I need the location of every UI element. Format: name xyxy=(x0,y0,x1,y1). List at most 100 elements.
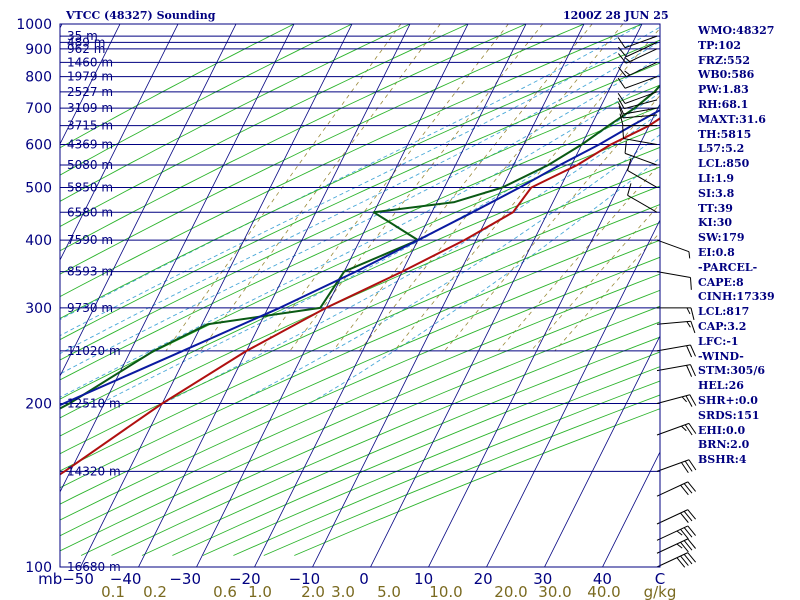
height-label: 5080 m xyxy=(67,158,113,172)
station-title: VTCC (48327) Sounding xyxy=(66,9,216,22)
height-label: 6580 m xyxy=(67,205,113,219)
dry-adiabats xyxy=(60,24,660,556)
wind-barb xyxy=(624,141,658,166)
barb-staff xyxy=(624,152,658,166)
wind-barb xyxy=(656,239,691,259)
dry-adiabat-line xyxy=(111,321,660,556)
dry-adiabat-line xyxy=(141,336,660,556)
wind-barb xyxy=(617,35,658,49)
mixing-ratio-line xyxy=(530,203,660,352)
index-value: LCL:817 xyxy=(698,305,750,319)
temperature-trace xyxy=(60,117,660,476)
barb-staff xyxy=(656,525,689,541)
barb-flag xyxy=(617,77,626,89)
temperature-tick-label: −30 xyxy=(169,570,201,588)
index-value: CAP:3.2 xyxy=(698,319,747,333)
height-label: 16680 m xyxy=(67,560,121,574)
wind-barb xyxy=(656,422,697,436)
pressure-tick-label: 500 xyxy=(25,180,52,196)
dry-adiabat-line xyxy=(60,204,660,472)
moist-adiabat-line xyxy=(60,73,660,398)
wind-barb xyxy=(656,320,696,334)
wind-barb xyxy=(627,183,658,213)
barb-flag xyxy=(624,56,631,62)
index-value: STM:305/6 xyxy=(698,364,765,378)
temperature-tick-label: mb−50 xyxy=(38,570,94,588)
barb-flag xyxy=(681,462,689,474)
barb-flag xyxy=(676,530,683,536)
barb-staff xyxy=(656,459,690,472)
dry-adiabat-line xyxy=(60,166,660,437)
dry-adiabat-line xyxy=(60,39,660,319)
barb-flag xyxy=(627,183,632,196)
barb-staff xyxy=(656,422,690,436)
barb-flag xyxy=(686,345,693,358)
pressure-tick-label: 1000 xyxy=(16,17,52,33)
wind-barb xyxy=(656,364,696,377)
height-label: 1979 m xyxy=(67,70,113,84)
barb-flag xyxy=(617,92,626,104)
temperature-tick-label: 30 xyxy=(533,570,552,588)
index-value: WB0:586 xyxy=(698,68,755,82)
dry-adiabat-line xyxy=(60,24,470,227)
wind-barb xyxy=(618,106,658,119)
index-value: LCL:850 xyxy=(698,157,750,171)
barb-staff xyxy=(656,552,689,568)
isotherm-line xyxy=(80,24,353,567)
barb-flag xyxy=(683,527,693,538)
height-label: 14320 m xyxy=(67,464,121,478)
index-value: -PARCEL- xyxy=(698,260,758,274)
isotherm-line xyxy=(0,12,10,579)
barb-staff xyxy=(625,41,658,58)
index-value: TP:102 xyxy=(698,38,742,52)
barb-flag xyxy=(687,552,696,563)
isobars xyxy=(60,23,660,568)
barb-staff xyxy=(623,138,658,145)
barb-flag xyxy=(619,113,624,126)
dry-adiabat-line xyxy=(60,256,660,521)
index-value: L57:5.2 xyxy=(698,142,745,156)
height-label: 5850 m xyxy=(67,180,113,194)
temperature-tick-label: −20 xyxy=(229,570,261,588)
barb-flag xyxy=(689,277,692,290)
barb-staff xyxy=(656,271,691,278)
barb-flag xyxy=(683,540,693,551)
wind-barbs xyxy=(617,35,697,568)
index-value: LI:1.9 xyxy=(698,171,735,185)
pressure-tick-label: 100 xyxy=(25,560,52,576)
index-value: RH:68.1 xyxy=(698,97,749,111)
isotherm-line xyxy=(60,24,121,145)
barb-staff xyxy=(656,344,691,352)
isotherm-line xyxy=(138,24,411,567)
dry-adiabat-line xyxy=(60,84,660,361)
mixing-ratio-line xyxy=(289,24,544,352)
barb-flag xyxy=(627,158,632,171)
mixing-ratio-tick-label: 5.0 xyxy=(377,583,401,600)
barb-staff xyxy=(625,61,658,78)
barb-flag xyxy=(683,483,693,494)
height-label: 1460 m xyxy=(67,55,113,69)
mixing-ratio-tick-label: 0.1 xyxy=(101,583,125,600)
mixing-ratio-tick-label: 0.2 xyxy=(143,583,167,600)
wind-barb xyxy=(618,48,658,64)
dry-adiabat-line xyxy=(60,239,660,505)
wind-barb xyxy=(617,76,658,89)
barb-flag xyxy=(680,541,689,553)
barb-flag xyxy=(618,106,624,119)
barb-flag xyxy=(690,307,695,321)
moist-adiabat-line xyxy=(60,40,660,355)
mixing-ratio-line xyxy=(393,27,660,352)
index-value: PW:1.83 xyxy=(698,83,749,97)
pressure-tick-label: 900 xyxy=(25,42,52,58)
barb-flag xyxy=(684,460,693,472)
wind-barb xyxy=(656,538,696,554)
barb-flag xyxy=(681,425,687,432)
barb-staff xyxy=(624,35,658,49)
index-value: TT:39 xyxy=(698,201,733,215)
wind-barb xyxy=(656,459,697,474)
barb-flag xyxy=(688,423,697,434)
height-label: 11020 m xyxy=(67,344,121,358)
temperature-tick-label: 20 xyxy=(474,570,493,588)
